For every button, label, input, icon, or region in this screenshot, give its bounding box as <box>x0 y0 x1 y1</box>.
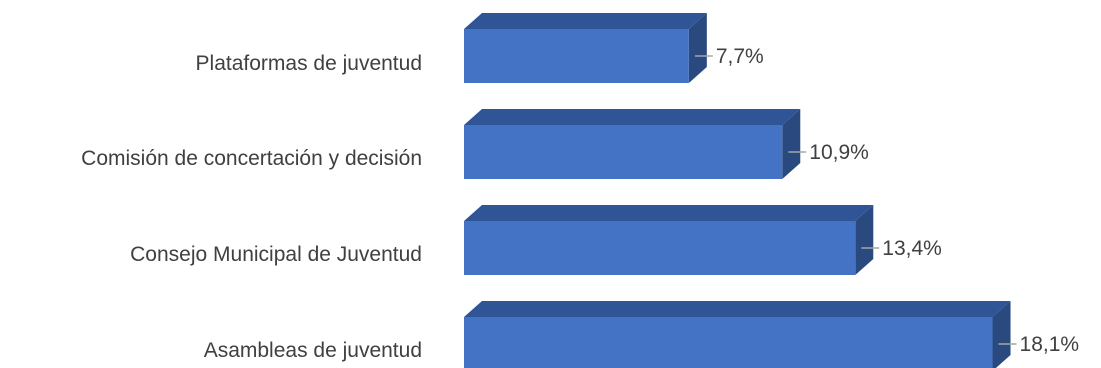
data-label: 7,7% <box>716 45 764 68</box>
bars-layer <box>464 13 1017 368</box>
bar <box>464 221 856 275</box>
data-label: 10,9% <box>809 141 869 164</box>
labels-layer: 7,7% Plataformas de juventud 10,9% Comisión… <box>81 45 1079 362</box>
bar-side-face <box>782 109 801 179</box>
bar <box>464 29 689 83</box>
bar-side-face <box>992 301 1011 368</box>
category-label: Asambleas de juventud <box>204 339 422 362</box>
data-label: 13,4% <box>882 237 942 260</box>
bar-top-face <box>464 301 1011 317</box>
bar-top-face <box>464 13 707 29</box>
bar-side-face <box>855 205 874 275</box>
data-label: 18,1% <box>1020 333 1080 356</box>
category-label: Comisión de concertación y decisión <box>81 147 422 170</box>
bar <box>464 317 993 368</box>
category-label: Plataformas de juventud <box>196 52 422 75</box>
bar-top-face <box>464 109 801 125</box>
bar-side-face <box>688 13 707 83</box>
bar-top-face <box>464 205 874 221</box>
bar <box>464 125 783 179</box>
category-label: Consejo Municipal de Juventud <box>130 243 422 266</box>
